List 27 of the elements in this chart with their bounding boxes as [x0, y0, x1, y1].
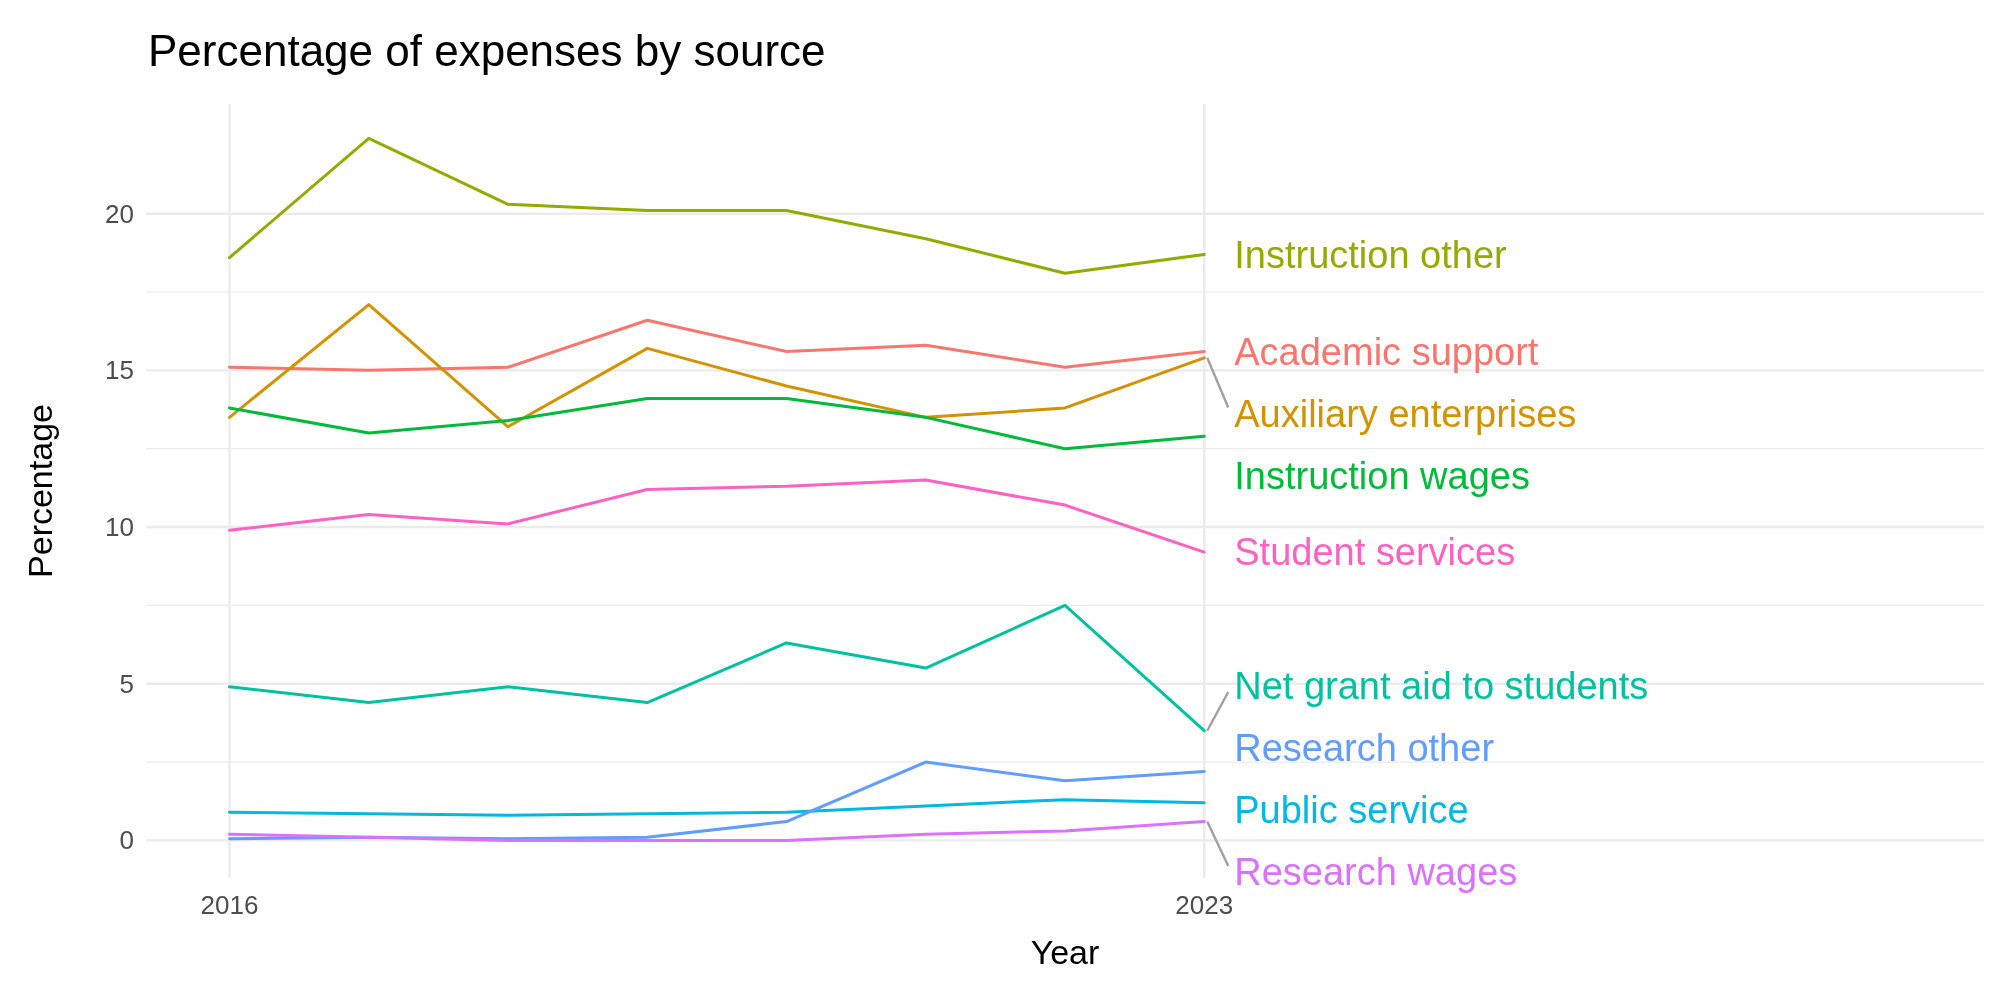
x-axis-title: Year	[1030, 933, 1100, 971]
line-series	[228, 303, 1206, 429]
x-tick-label: 2023	[1175, 890, 1234, 920]
line-series	[228, 318, 1206, 372]
y-tick-label: 20	[105, 198, 134, 229]
line-series	[228, 478, 1206, 554]
chart-title: Percentage of expenses by source	[148, 26, 826, 75]
y-tick-label: 0	[119, 825, 134, 856]
series-label: Research other	[1234, 727, 1495, 770]
line-series	[228, 820, 1206, 842]
series-label: Research wages	[1234, 851, 1518, 894]
series-label: Student services	[1234, 531, 1516, 574]
y-tick-label: 10	[105, 512, 134, 543]
series-label: Instruction other	[1234, 233, 1508, 276]
line-series	[228, 136, 1206, 275]
line-series	[228, 603, 1206, 733]
series-label: Auxiliary enterprises	[1234, 392, 1577, 435]
series-label: Academic support	[1234, 330, 1539, 373]
line-series	[228, 798, 1206, 817]
series-label: Net grant aid to students	[1234, 665, 1649, 708]
y-axis-title: Percentage	[21, 404, 59, 578]
x-tick-label: 2016	[200, 890, 259, 920]
series-label: Public service	[1234, 789, 1469, 832]
y-tick-label: 5	[119, 668, 134, 699]
y-tick-label: 15	[105, 355, 134, 386]
series-label: Instruction wages	[1234, 454, 1530, 497]
line-series	[228, 397, 1206, 451]
